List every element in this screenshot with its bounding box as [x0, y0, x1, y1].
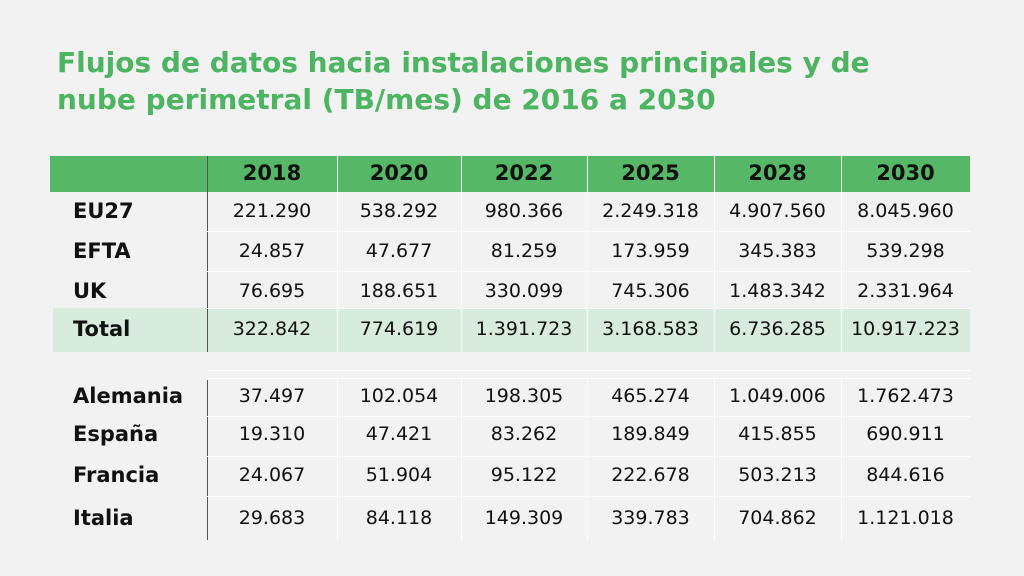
table-cell: 19.310 [238, 423, 306, 445]
table-cell: 8.045.960 [857, 200, 954, 222]
column-divider [587, 156, 588, 352]
table-cell: 173.959 [611, 240, 690, 262]
table-cell: 83.262 [490, 423, 558, 445]
column-divider [207, 380, 208, 540]
table-cell: 539.298 [866, 240, 945, 262]
table-cell: 76.695 [238, 280, 306, 302]
column-divider [461, 380, 462, 540]
row-label: España [73, 422, 159, 446]
column-header-2025: 2025 [621, 161, 680, 185]
column-divider [841, 380, 842, 540]
table-cell: 538.292 [359, 200, 439, 222]
column-header-2030: 2030 [876, 161, 935, 185]
column-divider [337, 380, 338, 540]
table-cell: 415.855 [738, 423, 817, 445]
row-label: UK [73, 279, 107, 303]
chart-title: Flujos de datos hacia instalaciones prin… [57, 46, 870, 116]
table-cell: 198.305 [484, 385, 564, 407]
row-divider [207, 308, 970, 309]
column-header-2028: 2028 [748, 161, 807, 185]
header-bar [50, 156, 970, 192]
table-cell: 1.762.473 [857, 385, 954, 407]
table-cell: 10.917.223 [851, 318, 960, 340]
row-label: Italia [73, 506, 134, 530]
table-cell: 690.911 [866, 423, 945, 445]
table-cell: 2.249.318 [602, 200, 699, 222]
table-cell: 81.259 [490, 240, 558, 262]
table-cell: 465.274 [611, 385, 690, 407]
table-cell: 503.213 [738, 464, 817, 486]
row-label: Francia [73, 463, 160, 487]
table-cell: 745.306 [611, 280, 690, 302]
row-label: Alemania [73, 384, 184, 408]
table-cell: 37.497 [238, 385, 306, 407]
table-cell: 102.054 [359, 385, 439, 407]
table-cell: 51.904 [365, 464, 433, 486]
row-divider [207, 378, 970, 379]
column-header-2018: 2018 [242, 161, 302, 185]
table-cell: 189.849 [611, 423, 690, 445]
column-divider [714, 380, 715, 540]
table-cell: 844.616 [866, 464, 945, 486]
table-cell: 221.290 [232, 200, 312, 222]
row-label: Total [73, 317, 131, 341]
table-cell: 1.483.342 [729, 280, 826, 302]
table-cell: 1.121.018 [857, 507, 954, 529]
row-label: EU27 [73, 199, 134, 223]
table-cell: 1.391.723 [475, 318, 573, 340]
table-cell: 47.677 [365, 240, 433, 262]
table-cell: 704.862 [738, 507, 817, 529]
table-cell: 774.619 [359, 318, 439, 340]
row-divider [207, 416, 970, 417]
table-cell: 47.421 [365, 423, 433, 445]
table-cell: 222.678 [611, 464, 690, 486]
table-cell: 188.651 [359, 280, 439, 302]
column-divider [587, 380, 588, 540]
column-header-2020: 2020 [369, 161, 429, 185]
table-cell: 149.309 [484, 507, 564, 529]
row-divider [207, 271, 970, 272]
table-cell: 322.842 [232, 318, 312, 340]
total-row-highlight [53, 308, 970, 352]
table-cell: 95.122 [490, 464, 558, 486]
table-cell: 29.683 [238, 507, 306, 529]
row-divider [207, 231, 970, 232]
table-cell: 4.907.560 [729, 200, 826, 222]
column-divider [461, 156, 462, 352]
row-divider [207, 496, 970, 497]
column-divider [714, 156, 715, 352]
table-cell: 3.168.583 [602, 318, 699, 340]
column-divider [337, 156, 338, 352]
column-divider [207, 156, 208, 352]
data-table: 2018 2020 2022 2025 2028 2030 EU27 221.290 538.… [50, 156, 970, 546]
table-cell: 6.736.285 [729, 318, 826, 340]
table-cell: 1.049.006 [729, 385, 826, 407]
table-cell: 980.366 [484, 200, 564, 222]
column-header-2022: 2022 [494, 161, 554, 185]
column-divider [841, 156, 842, 352]
row-divider [207, 456, 970, 457]
table-cell: 2.331.964 [857, 280, 954, 302]
table-cell: 24.067 [238, 464, 306, 486]
table-cell: 330.099 [484, 280, 564, 302]
table-cell: 345.383 [738, 240, 817, 262]
table-cell: 339.783 [611, 507, 690, 529]
row-label: EFTA [73, 239, 131, 263]
table-cell: 84.118 [365, 507, 433, 529]
table-cell: 24.857 [238, 240, 306, 262]
row-divider [207, 370, 970, 371]
